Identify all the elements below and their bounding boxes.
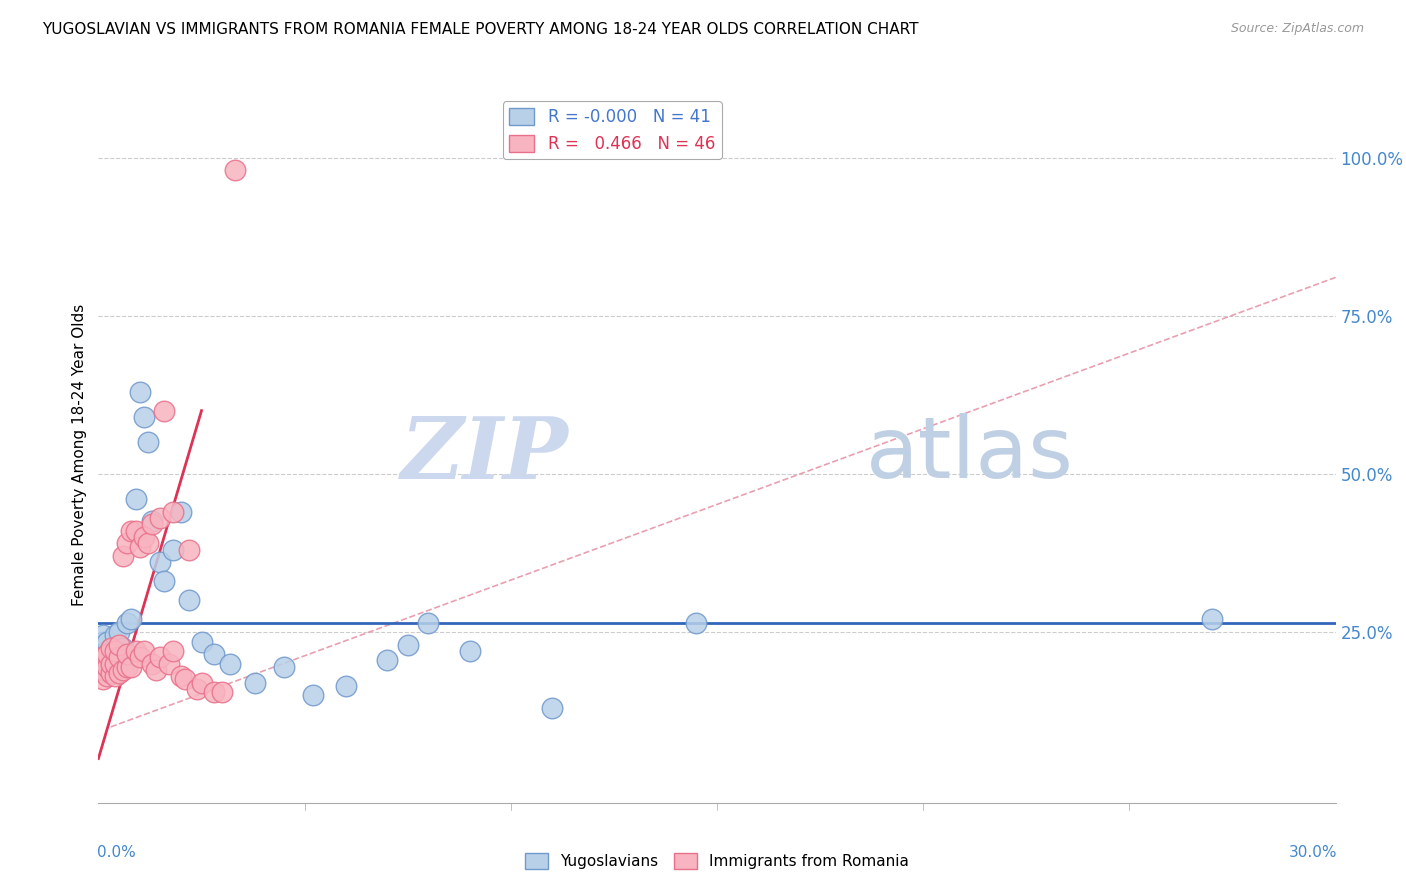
Point — [396, 638, 419, 652]
Point — [108, 647, 131, 661]
Text: 0.0%: 0.0% — [97, 845, 136, 860]
Point — [91, 650, 114, 665]
Point — [149, 650, 172, 665]
Y-axis label: Female Poverty Among 18-24 Year Olds: Female Poverty Among 18-24 Year Olds — [72, 304, 87, 606]
Point — [100, 657, 122, 671]
Point — [104, 657, 127, 671]
Point — [108, 666, 131, 681]
Point — [91, 673, 114, 687]
Point — [302, 688, 325, 702]
Text: 30.0%: 30.0% — [1288, 845, 1337, 860]
Point — [91, 634, 114, 648]
Point — [141, 517, 163, 532]
Point — [190, 675, 212, 690]
Point — [243, 675, 266, 690]
Point — [458, 644, 481, 658]
Point — [418, 615, 440, 630]
Text: ZIP: ZIP — [401, 413, 568, 497]
Point — [190, 634, 212, 648]
Point — [104, 669, 127, 683]
Point — [128, 650, 150, 665]
Point — [541, 701, 564, 715]
Point — [219, 657, 242, 671]
Point — [132, 530, 155, 544]
Point — [100, 666, 122, 681]
Point — [91, 628, 114, 642]
Point — [117, 536, 139, 550]
Point — [96, 660, 118, 674]
Point — [96, 647, 118, 661]
Point — [157, 657, 180, 671]
Point — [162, 505, 184, 519]
Point — [120, 660, 142, 674]
Point — [132, 644, 155, 658]
Text: YUGOSLAVIAN VS IMMIGRANTS FROM ROMANIA FEMALE POVERTY AMONG 18-24 YEAR OLDS CORR: YUGOSLAVIAN VS IMMIGRANTS FROM ROMANIA F… — [42, 22, 918, 37]
Point — [112, 663, 135, 677]
Point — [136, 536, 159, 550]
Point — [117, 615, 139, 630]
Point — [112, 653, 135, 667]
Point — [153, 403, 176, 417]
Point — [170, 505, 193, 519]
Point — [335, 679, 357, 693]
Point — [211, 685, 233, 699]
Point — [132, 409, 155, 424]
Point — [149, 556, 172, 570]
Point — [128, 384, 150, 399]
Point — [145, 663, 167, 677]
Point — [141, 657, 163, 671]
Point — [124, 644, 146, 658]
Point — [685, 615, 707, 630]
Point — [108, 625, 131, 640]
Text: atlas: atlas — [866, 413, 1074, 497]
Point — [108, 657, 131, 671]
Point — [179, 593, 201, 607]
Point — [273, 660, 295, 674]
Point — [104, 628, 127, 642]
Point — [108, 638, 131, 652]
Point — [202, 647, 225, 661]
Point — [96, 660, 118, 674]
Point — [124, 524, 146, 538]
Point — [112, 640, 135, 655]
Point — [120, 524, 142, 538]
Point — [170, 669, 193, 683]
Text: Source: ZipAtlas.com: Source: ZipAtlas.com — [1230, 22, 1364, 36]
Point — [120, 612, 142, 626]
Point — [1201, 612, 1223, 626]
Point — [104, 640, 127, 655]
Point — [100, 640, 122, 655]
Point — [100, 653, 122, 667]
Point — [96, 647, 118, 661]
Point — [96, 634, 118, 648]
Point — [117, 660, 139, 674]
Point — [124, 492, 146, 507]
Point — [202, 685, 225, 699]
Point — [104, 644, 127, 658]
Point — [108, 650, 131, 665]
Point — [375, 653, 398, 667]
Point — [174, 673, 197, 687]
Point — [224, 163, 246, 178]
Point — [162, 644, 184, 658]
Point — [149, 511, 172, 525]
Point — [186, 681, 208, 696]
Point — [136, 435, 159, 450]
Point — [128, 540, 150, 554]
Point — [117, 647, 139, 661]
Point — [162, 542, 184, 557]
Point — [96, 669, 118, 683]
Point — [112, 549, 135, 563]
Legend: Yugoslavians, Immigrants from Romania: Yugoslavians, Immigrants from Romania — [519, 847, 915, 875]
Point — [91, 663, 114, 677]
Point — [153, 574, 176, 589]
Point — [179, 542, 201, 557]
Point — [100, 640, 122, 655]
Point — [141, 514, 163, 528]
Point — [104, 666, 127, 681]
